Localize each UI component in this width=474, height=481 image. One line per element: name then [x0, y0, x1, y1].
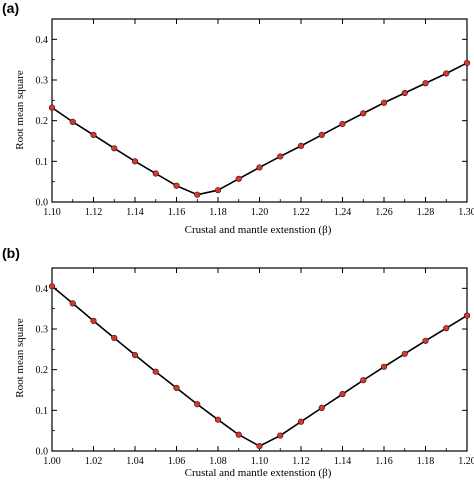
y-tick-label-b-4: 0.4 — [36, 284, 49, 295]
data-point-a-11 — [277, 153, 284, 160]
data-point-a-4 — [131, 158, 139, 165]
data-point-a-15 — [360, 110, 367, 117]
data-point-b-20 — [463, 312, 471, 319]
data-point-a-13 — [318, 131, 325, 138]
data-point-b-9 — [235, 431, 242, 438]
x-tick-label-b-6: 1.12 — [292, 456, 310, 467]
data-point-b-6 — [173, 384, 180, 392]
data-point-b-14 — [339, 390, 346, 398]
x-tick-label-b-7: 1.14 — [334, 456, 352, 467]
data-point-a-5 — [152, 170, 159, 177]
data-point-b-12 — [297, 418, 305, 425]
data-point-a-3 — [111, 145, 118, 152]
y-tick-label-a-1: 0.1 — [36, 157, 49, 168]
data-point-b-3 — [111, 334, 118, 342]
y-axis-label-a: Root mean square — [14, 70, 26, 150]
data-point-b-8 — [214, 416, 222, 423]
data-point-a-1 — [69, 118, 76, 125]
x-tick-label-b-5: 1.10 — [251, 456, 269, 467]
panel-label-a: (a) — [2, 0, 19, 16]
data-point-b-13 — [318, 404, 325, 411]
data-point-a-10 — [256, 164, 263, 171]
data-point-b-0 — [48, 283, 56, 290]
data-point-a-0 — [48, 104, 56, 111]
data-point-a-14 — [339, 120, 346, 128]
data-point-a-7 — [194, 191, 201, 198]
y-axis-label-b: Root mean square — [14, 318, 26, 398]
x-tick-label-b-4: 1.08 — [209, 456, 227, 467]
x-tick-label-b-8: 1.16 — [375, 456, 393, 467]
data-point-a-8 — [214, 187, 222, 194]
y-tick-label-b-1: 0.1 — [36, 406, 49, 417]
y-tick-label-b-3: 0.3 — [36, 325, 49, 336]
data-point-b-19 — [443, 325, 450, 332]
x-tick-label-b-0: 1.00 — [43, 456, 61, 467]
data-point-a-20 — [463, 59, 471, 67]
x-tick-label-a-3: 1.16 — [168, 207, 186, 218]
x-tick-label-a-10: 1.30 — [458, 207, 474, 218]
y-tick-label-a-4: 0.4 — [36, 35, 49, 46]
data-point-a-17 — [401, 89, 408, 97]
panel-label-b: (b) — [2, 245, 20, 261]
x-axis-label-b: Crustal and mantle extenstion (β) — [185, 467, 332, 479]
data-point-b-1 — [69, 300, 76, 307]
x-tick-label-a-1: 1.12 — [85, 207, 103, 218]
series-line-a-0 — [51, 62, 468, 196]
x-tick-label-b-3: 1.06 — [168, 456, 186, 467]
data-point-a-19 — [443, 70, 450, 77]
x-tick-label-b-10: 1.20 — [458, 456, 474, 467]
y-tick-label-a-0: 0.0 — [36, 198, 49, 209]
data-point-b-18 — [422, 337, 429, 344]
chart-panel-b: (b) Crustal and mantle extenstion (β) Ro… — [2, 245, 474, 479]
chart-panel-a: (a) Crustal and mantle extenstion (β) Ro… — [2, 0, 474, 236]
x-axis-label-a: Crustal and mantle extenstion (β) — [185, 224, 332, 236]
data-point-a-12 — [297, 142, 305, 149]
data-point-a-6 — [173, 182, 180, 189]
data-point-a-18 — [422, 80, 429, 87]
y-tick-label-b-0: 0.0 — [36, 447, 49, 458]
y-tick-label-a-2: 0.2 — [36, 116, 49, 127]
data-point-b-10 — [256, 443, 263, 450]
y-tick-label-a-3: 0.3 — [36, 76, 49, 87]
x-tick-label-a-5: 1.20 — [251, 207, 269, 218]
data-point-b-2 — [90, 317, 97, 324]
y-tick-label-b-2: 0.2 — [36, 365, 49, 376]
x-tick-label-a-0: 1.10 — [43, 207, 61, 218]
data-point-b-4 — [131, 351, 139, 359]
data-point-b-16 — [380, 363, 388, 370]
x-tick-label-a-6: 1.22 — [292, 207, 310, 218]
x-tick-label-b-9: 1.18 — [417, 456, 435, 467]
x-tick-label-b-2: 1.04 — [126, 456, 144, 467]
plot-frame-b — [51, 267, 468, 452]
data-point-a-2 — [90, 131, 97, 138]
x-tick-label-a-4: 1.18 — [209, 207, 227, 218]
x-tick-label-a-7: 1.24 — [334, 207, 352, 218]
x-tick-label-a-2: 1.14 — [126, 207, 144, 218]
data-point-b-15 — [360, 377, 367, 384]
x-tick-label-a-9: 1.28 — [417, 207, 435, 218]
data-point-b-7 — [194, 401, 201, 408]
data-point-b-5 — [152, 368, 159, 375]
plot-frame-a — [51, 18, 468, 203]
x-tick-label-a-8: 1.26 — [375, 207, 393, 218]
data-point-b-11 — [277, 432, 284, 439]
series-line-b-0 — [51, 285, 468, 447]
data-point-b-17 — [401, 350, 408, 357]
x-tick-label-b-1: 1.02 — [85, 456, 103, 467]
data-point-a-9 — [235, 175, 242, 182]
data-point-a-16 — [380, 99, 388, 106]
